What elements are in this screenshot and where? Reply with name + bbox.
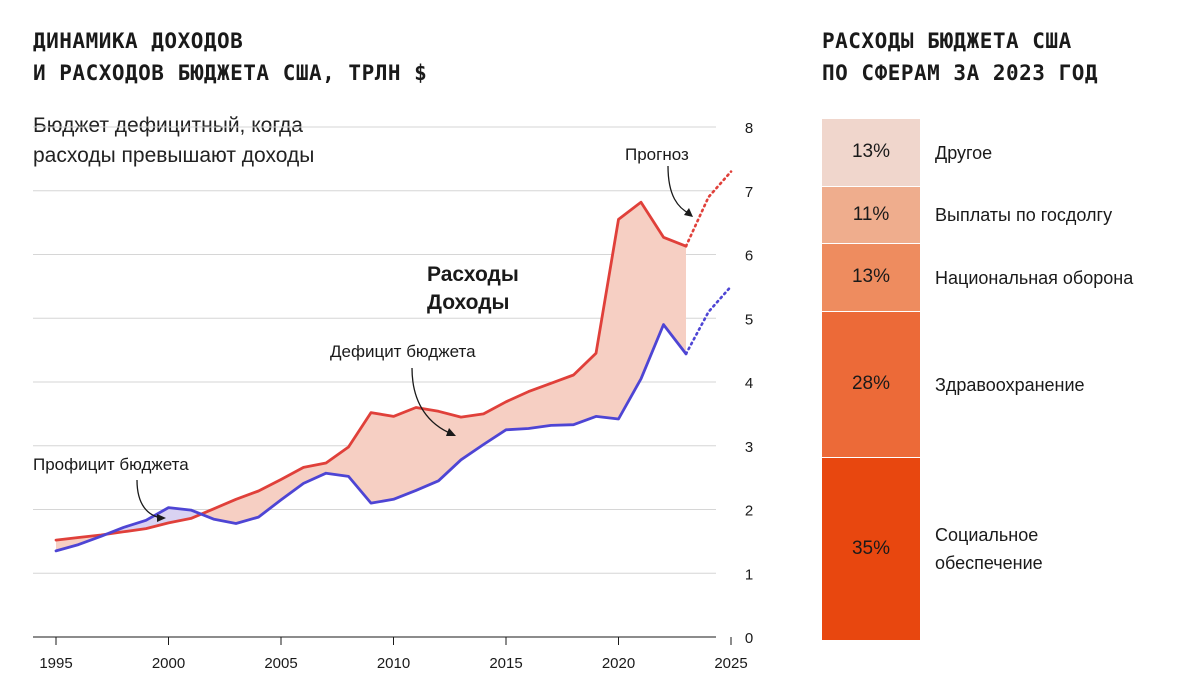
bar-segment-other: 13% [822,119,920,187]
x-tick-label: 2020 [602,655,635,672]
x-tick-label: 1995 [39,655,72,672]
subtitle-line1: Бюджет дефицитный, когда [33,114,303,137]
deficit-area [371,412,394,504]
segment-label-defense: Национальная оборона [935,267,1134,288]
segment-label-other: Другое [935,142,993,163]
deficit-area [551,375,574,426]
forecast-arrow [667,165,691,215]
segment-percent: 35% [851,537,891,559]
segment-label-healthcare: Здравоохранение [935,374,1085,395]
deficit-area [393,407,416,500]
x-tick-label: 2025 [714,655,747,672]
expenses-line [54,200,688,542]
y-tick-label: 0 [745,630,753,647]
revenues-forecast-line [684,285,733,356]
y-tick-label: 2 [745,503,753,520]
deficit-area [596,219,619,419]
forecast-annotation: Прогноз [625,145,689,164]
axis-ticks: 0 1 2 3 4 5 6 7 8 1995 2000 2005 2010 2015 2020 2025 [39,120,753,672]
y-tick-label: 5 [745,311,753,328]
legend-expenses: Расходы [427,263,519,286]
left-chart-title: ДИНАМИКА ДОХОДОВ И РАСХОДОВ БЮДЖЕТА США,… [33,25,427,89]
left-title-line1: ДИНАМИКА ДОХОДОВ [33,29,244,53]
bar-segment-social-security: 35% [822,457,920,640]
right-title-line2: ПО СФЕРАМ ЗА 2023 ГОД [822,61,1099,85]
left-title-line2: И РАСХОДОВ БЮДЖЕТА США, ТРЛН $ [33,61,428,85]
deficit-area [213,499,236,524]
deficit-area [528,383,551,429]
forecast-arrowhead [684,208,693,217]
annotation-arrows [136,165,693,522]
y-tick-label: 1 [745,566,753,583]
y-tick-label: 3 [745,439,753,456]
segment-label-line2: обеспечение [935,552,1043,573]
x-tick-label: 2000 [152,655,185,672]
y-tick-label: 6 [745,248,753,265]
x-tick-label: 2015 [489,655,522,672]
deficit-area [663,237,686,354]
deficit-area [618,202,641,419]
revenues-line [54,323,688,553]
deficit-area [483,401,506,445]
y-tick-label: 7 [745,184,753,201]
deficit-area [281,467,304,500]
bar-segment-defense: 13% [822,244,920,312]
right-title-line1: РАСХОДЫ БЮДЖЕТА США [822,29,1072,53]
y-tick-label: 8 [745,120,753,137]
x-tick-label: 2005 [264,655,297,672]
y-tick-label: 4 [745,375,753,392]
segment-percent: 11% [852,203,890,225]
segment-label-debt-payments: Выплаты по госдолгу [935,205,1113,226]
surplus-annotation: Профицит бюджета [33,455,189,474]
bar-segment-debt-payments: 11% [822,186,920,245]
bar-segment-healthcare: 28% [822,311,920,458]
deficit-area [326,447,349,477]
subtitle-line2: расходы превышают доходы [33,144,315,167]
series-lines [54,170,733,553]
x-tick-label: 2010 [377,655,410,672]
deficit-arrowhead [446,428,456,436]
segment-percent: 13% [851,141,891,163]
right-chart-title: РАСХОДЫ БЮДЖЕТА США ПО СФЕРАМ ЗА 2023 ГО… [822,25,1098,89]
deficit-area [506,391,529,430]
segment-percent: 13% [851,266,891,288]
deficit-area [348,412,371,504]
deficit-area [416,407,439,491]
deficit-annotation: Дефицит бюджета [330,342,476,361]
deficit-arrow [411,367,453,435]
surplus-arrowhead [157,514,166,522]
deficit-area [236,491,259,524]
segment-label-social-security: Социальное обеспечение [935,521,1043,577]
chart-subtitle: Бюджет дефицитный, когда расходы превыша… [33,111,314,171]
segment-label-line1: Социальное [935,524,1039,545]
expenses-forecast-line [684,170,733,248]
legend-revenues: Доходы [427,291,510,314]
segment-percent: 28% [851,373,891,395]
deficit-area [303,463,326,484]
